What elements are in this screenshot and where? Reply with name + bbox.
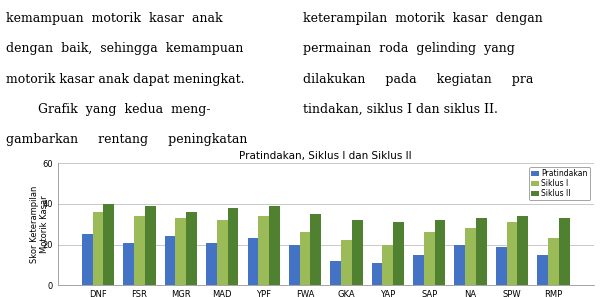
- Bar: [228, 208, 238, 285]
- Bar: [176, 218, 186, 285]
- Bar: [465, 228, 476, 285]
- Bar: [507, 222, 518, 285]
- Bar: [559, 218, 570, 285]
- Bar: [247, 238, 258, 285]
- Bar: [217, 220, 228, 285]
- Bar: [393, 222, 404, 285]
- Bar: [330, 261, 341, 285]
- Legend: Pratindakan, Siklus I, Siklus II: Pratindakan, Siklus I, Siklus II: [529, 167, 590, 200]
- Bar: [341, 241, 352, 285]
- Bar: [538, 255, 548, 285]
- Bar: [258, 216, 269, 285]
- Text: gambarkan     rentang     peningkatan: gambarkan rentang peningkatan: [6, 133, 247, 146]
- Text: dilakukan     pada     kegiatan     pra: dilakukan pada kegiatan pra: [303, 72, 533, 86]
- Text: Grafik  yang  kedua  meng-: Grafik yang kedua meng-: [6, 103, 210, 116]
- Bar: [299, 232, 310, 285]
- Bar: [548, 238, 559, 285]
- Text: motorik kasar anak dapat meningkat.: motorik kasar anak dapat meningkat.: [6, 72, 245, 86]
- Text: tindakan, siklus I dan siklus II.: tindakan, siklus I dan siklus II.: [303, 103, 498, 116]
- Text: kemampuan  motorik  kasar  anak: kemampuan motorik kasar anak: [6, 12, 222, 25]
- Bar: [145, 206, 156, 285]
- Bar: [476, 218, 487, 285]
- Bar: [352, 220, 362, 285]
- Y-axis label: Skor Keterampilan
Motorik Kasar: Skor Keterampilan Motorik Kasar: [30, 186, 49, 263]
- Bar: [518, 216, 528, 285]
- Bar: [82, 234, 93, 285]
- Bar: [413, 255, 424, 285]
- Bar: [124, 242, 134, 285]
- Text: permainan  roda  gelinding  yang: permainan roda gelinding yang: [303, 42, 515, 56]
- Bar: [310, 214, 321, 285]
- Bar: [93, 212, 104, 285]
- Bar: [382, 244, 393, 285]
- Bar: [424, 232, 435, 285]
- Bar: [454, 244, 465, 285]
- Bar: [104, 204, 114, 285]
- Text: dengan  baik,  sehingga  kemampuan: dengan baik, sehingga kemampuan: [6, 42, 244, 56]
- Bar: [206, 242, 217, 285]
- Bar: [371, 263, 382, 285]
- Bar: [496, 247, 507, 285]
- Bar: [165, 236, 176, 285]
- Bar: [134, 216, 145, 285]
- Bar: [289, 244, 299, 285]
- Bar: [435, 220, 445, 285]
- Title: Pratindakan, Siklus I dan Siklus II: Pratindakan, Siklus I dan Siklus II: [239, 151, 412, 161]
- Bar: [186, 212, 197, 285]
- Text: keterampilan  motorik  kasar  dengan: keterampilan motorik kasar dengan: [303, 12, 543, 25]
- Bar: [269, 206, 280, 285]
